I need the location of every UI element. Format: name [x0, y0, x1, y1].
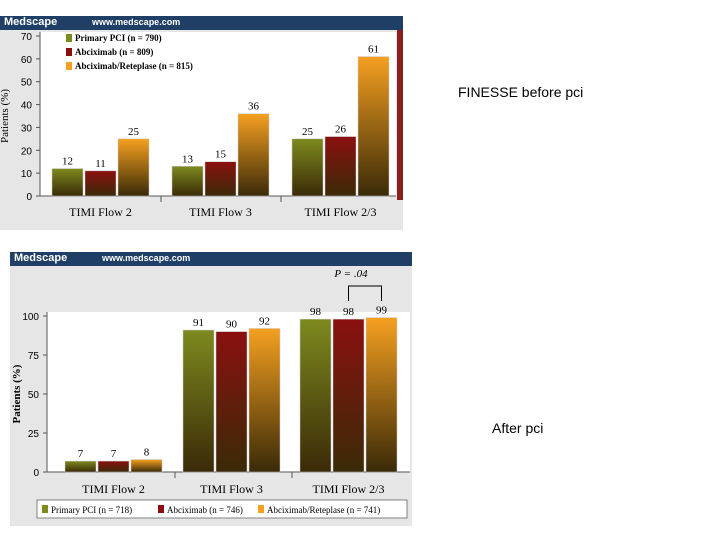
y-tick-label-50: 50	[28, 390, 40, 401]
legend-swatch-2	[66, 48, 72, 56]
data-label-timi-flow-2-series-1: 12	[62, 156, 73, 168]
data-label-timi-flow-2-3-series-1: 25	[302, 126, 314, 138]
legend-entry-2: Abciximab (n = 809)	[75, 47, 153, 57]
medscape-logo: Medscape	[4, 16, 58, 28]
legend-entry-3: Abciximab/Reteplase (n = 815)	[75, 61, 193, 71]
bar-timi-flow-2-3-series-3	[365, 317, 398, 473]
legend-box	[36, 499, 408, 519]
legend-swatch-2	[158, 505, 164, 513]
bar-timi-flow-2-series-1	[64, 460, 97, 473]
bar-timi-flow-3-series-2	[215, 331, 248, 473]
y-tick-label-25: 25	[28, 429, 40, 440]
x-category-label-timi-flow-3: TIMI Flow 3	[200, 482, 263, 496]
y-tick-label-60: 60	[21, 55, 33, 66]
y-tick-label-10: 10	[21, 169, 33, 180]
bar-timi-flow-2-series-2	[97, 460, 130, 473]
legend-swatch-1	[66, 34, 72, 42]
medscape-url: www.medscape.com	[92, 17, 181, 27]
data-label-timi-flow-3-series-1: 91	[193, 317, 204, 329]
bar-timi-flow-3-series-2	[204, 161, 237, 197]
y-tick-label-20: 20	[21, 146, 33, 157]
data-label-timi-flow-2-3-series-1: 98	[310, 306, 322, 318]
y-axis-label: Patients (%)	[0, 89, 11, 143]
data-label-timi-flow-2-series-2: 11	[95, 158, 106, 170]
bar-timi-flow-2-3-series-2	[332, 318, 365, 473]
bar-timi-flow-2-series-3	[130, 459, 163, 473]
y-tick-label-40: 40	[21, 101, 33, 112]
bar-timi-flow-2-3-series-1	[291, 138, 324, 197]
y-tick-label-100: 100	[22, 312, 39, 323]
p-value-bracket	[348, 285, 382, 301]
data-label-timi-flow-3-series-3: 36	[248, 101, 260, 113]
data-label-timi-flow-2-3-series-2: 26	[335, 124, 347, 136]
bar-timi-flow-2-3-series-3	[357, 56, 390, 197]
bar-timi-flow-2-series-2	[84, 170, 117, 197]
bar-timi-flow-3-series-3	[237, 113, 270, 197]
y-tick-label-0: 0	[26, 192, 32, 203]
chart-frame-edge	[397, 30, 403, 200]
medscape-banner-bottom: Medscape www.medscape.com	[10, 252, 412, 266]
data-label-timi-flow-2-3-series-3: 61	[368, 44, 379, 56]
legend-swatch-3	[66, 62, 72, 70]
after-pci-chart: 0 25 50 75 100 Patients (%) 7 7 8 TIMI Flow 2 91 90…	[10, 266, 412, 526]
data-label-timi-flow-2-3-series-2: 98	[343, 306, 355, 318]
data-label-timi-flow-3-series-1: 13	[182, 153, 194, 165]
y-tick-label-30: 30	[21, 123, 33, 134]
x-category-label-timi-flow-2: TIMI Flow 2	[69, 205, 132, 219]
data-label-timi-flow-2-series-3: 8	[144, 447, 150, 459]
after-pci-label: After pci	[492, 420, 544, 436]
data-label-timi-flow-2-series-3: 25	[128, 126, 140, 138]
before-pci-label: FINESSE before pci	[458, 84, 584, 100]
legend-swatch-3	[258, 505, 264, 513]
legend-entry-3: Abciximab/Reteplase (n = 741)	[267, 505, 380, 515]
bar-timi-flow-3-series-1	[182, 329, 215, 473]
data-label-timi-flow-3-series-2: 15	[215, 149, 227, 161]
bar-timi-flow-2-series-3	[117, 138, 150, 197]
bar-timi-flow-2-3-series-1	[299, 318, 332, 473]
medscape-url: www.medscape.com	[102, 253, 191, 263]
legend-swatch-1	[42, 505, 48, 513]
data-label-timi-flow-2-series-2: 7	[111, 448, 117, 460]
y-tick-label-0: 0	[33, 468, 39, 479]
x-category-label-timi-flow-2-3: TIMI Flow 2/3	[305, 205, 377, 219]
x-category-label-timi-flow-2: TIMI Flow 2	[82, 482, 145, 496]
bar-timi-flow-2-3-series-2	[324, 136, 357, 197]
y-tick-label-50: 50	[21, 78, 33, 89]
legend-entry-1: Primary PCI (n = 718)	[51, 505, 132, 515]
bar-timi-flow-3-series-1	[171, 166, 204, 197]
x-category-label-timi-flow-2-3: TIMI Flow 2/3	[313, 482, 385, 496]
data-label-timi-flow-2-3-series-3: 99	[376, 305, 388, 317]
data-label-timi-flow-2-series-1: 7	[78, 448, 84, 460]
data-label-timi-flow-3-series-3: 92	[259, 315, 270, 327]
p-value-annotation: P = .04	[333, 268, 368, 280]
y-axis-label: Patients (%)	[11, 364, 23, 423]
medscape-banner-top: Medscape www.medscape.com	[0, 16, 403, 30]
y-tick-label-75: 75	[28, 351, 40, 362]
data-label-timi-flow-3-series-2: 90	[226, 319, 238, 331]
y-tick-label-70: 70	[21, 32, 33, 43]
medscape-logo: Medscape	[14, 252, 68, 264]
x-category-label-timi-flow-3: TIMI Flow 3	[189, 205, 252, 219]
finesse-before-pci-chart: 0 10 20 30 40 50 60 70 Patients (%) 12 11 25 TIMI Fl…	[0, 30, 403, 230]
bar-timi-flow-3-series-3	[248, 328, 281, 473]
legend-entry-2: Abciximab (n = 746)	[167, 505, 243, 515]
legend-entry-1: Primary PCI (n = 790)	[75, 33, 162, 43]
bar-timi-flow-2-series-1	[51, 168, 84, 197]
